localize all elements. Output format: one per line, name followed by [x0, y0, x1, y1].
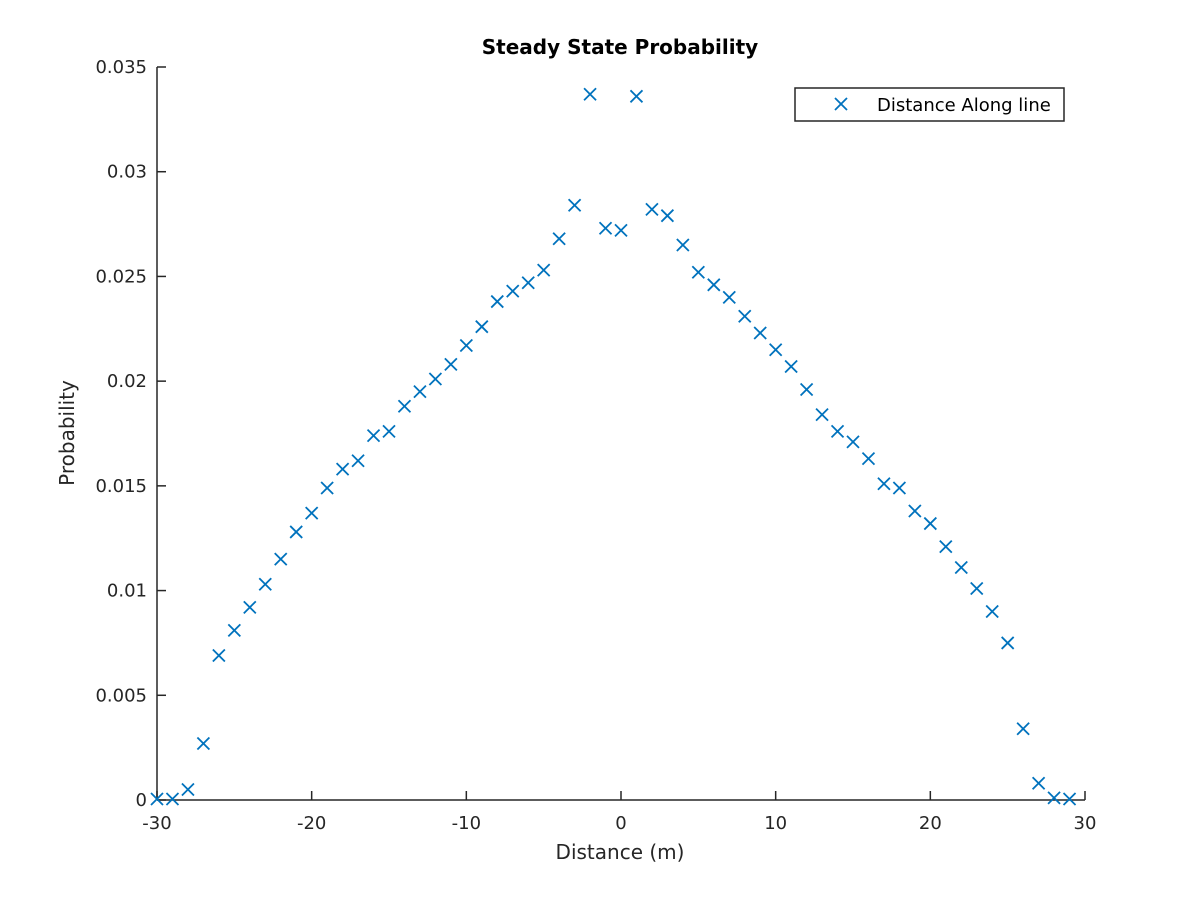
legend-entry-label: Distance Along line: [877, 95, 1051, 116]
x-tick-label: 20: [919, 813, 942, 834]
data-point: [521, 276, 535, 290]
data-point: [413, 384, 427, 399]
data-point: [506, 284, 520, 298]
x-tick-label: -30: [142, 813, 171, 834]
data-point: [691, 265, 705, 279]
x-tick-label: -10: [452, 813, 481, 834]
data-point: [877, 477, 891, 491]
data-point: [150, 792, 164, 806]
data-point: [722, 290, 736, 305]
x-tick-label: -20: [297, 813, 326, 834]
data-point: [289, 525, 303, 539]
y-axis: 0 0.005 0.01 0.015 0.02 0.025 0.03 0.035: [95, 57, 166, 811]
data-point: [676, 238, 690, 252]
data-point: [444, 357, 458, 372]
data-point: [753, 326, 767, 340]
data-point: [830, 424, 845, 439]
data-point: [707, 278, 721, 292]
data-point: [382, 424, 396, 439]
data-point: [428, 372, 443, 386]
data-point: [366, 428, 381, 443]
data-point: [799, 382, 814, 397]
data-point: [954, 560, 968, 575]
data-point: [614, 223, 628, 237]
data-point: [846, 435, 860, 449]
data-point: [970, 581, 984, 596]
data-point: [660, 209, 675, 223]
data-point: [645, 202, 659, 217]
data-point: [1001, 636, 1015, 650]
data-point: [908, 504, 922, 518]
data-point: [567, 198, 582, 212]
y-tick-label: 0.005: [95, 685, 147, 706]
x-tick-label: 10: [764, 813, 787, 834]
y-tick-label: 0.02: [107, 371, 147, 392]
data-point: [490, 294, 504, 309]
y-tick-label: 0.035: [95, 57, 147, 78]
x-axis: -30 -20 -10 0 10 20 30: [142, 791, 1096, 834]
data-point: [537, 263, 551, 277]
data-point: [815, 408, 829, 422]
data-point: [1062, 792, 1077, 806]
data-point: [892, 481, 907, 495]
data-point: [629, 89, 644, 103]
data-point: [227, 623, 241, 637]
data-point: [165, 792, 180, 806]
data-point: [583, 87, 597, 101]
legend-marker-x: [834, 97, 848, 111]
data-point: [243, 600, 257, 614]
data-point: [459, 338, 473, 353]
data-point: [212, 648, 226, 663]
data-point: [552, 232, 566, 246]
data-point: [196, 736, 211, 751]
data-point: [769, 343, 783, 357]
x-tick-label: 0: [615, 813, 626, 834]
data-point: [320, 481, 334, 495]
data-point: [923, 516, 937, 531]
data-point: [258, 577, 272, 591]
legend-marker: [834, 97, 848, 111]
data-point: [305, 506, 319, 520]
legend: Distance Along line: [794, 87, 1065, 122]
y-tick-label: 0.01: [107, 581, 147, 602]
data-point: [939, 539, 953, 554]
data-point: [861, 451, 876, 466]
y-tick-label: 0.015: [95, 476, 147, 497]
data-point: [351, 454, 365, 468]
x-axis-label: Distance (m): [556, 840, 685, 864]
y-tick-label: 0.03: [107, 162, 147, 183]
y-axis-label: Probability: [55, 380, 79, 486]
chart-title: Steady State Probability: [482, 35, 758, 59]
data-point: [1047, 791, 1061, 805]
data-point: [397, 399, 412, 413]
data-point: [274, 552, 288, 566]
data-point: [335, 462, 350, 476]
x-tick-label: 30: [1074, 813, 1097, 834]
data-point: [475, 320, 489, 334]
data-point: [784, 359, 798, 374]
data-point: [985, 604, 999, 619]
data-point: [598, 221, 613, 235]
data-point: [181, 782, 195, 797]
y-tick-label: 0.025: [95, 266, 147, 287]
data-point: [1031, 776, 1046, 790]
y-tick-label: 0: [136, 790, 147, 811]
data-point: [738, 309, 752, 323]
data-series: [150, 87, 1077, 806]
data-point: [1016, 722, 1030, 736]
